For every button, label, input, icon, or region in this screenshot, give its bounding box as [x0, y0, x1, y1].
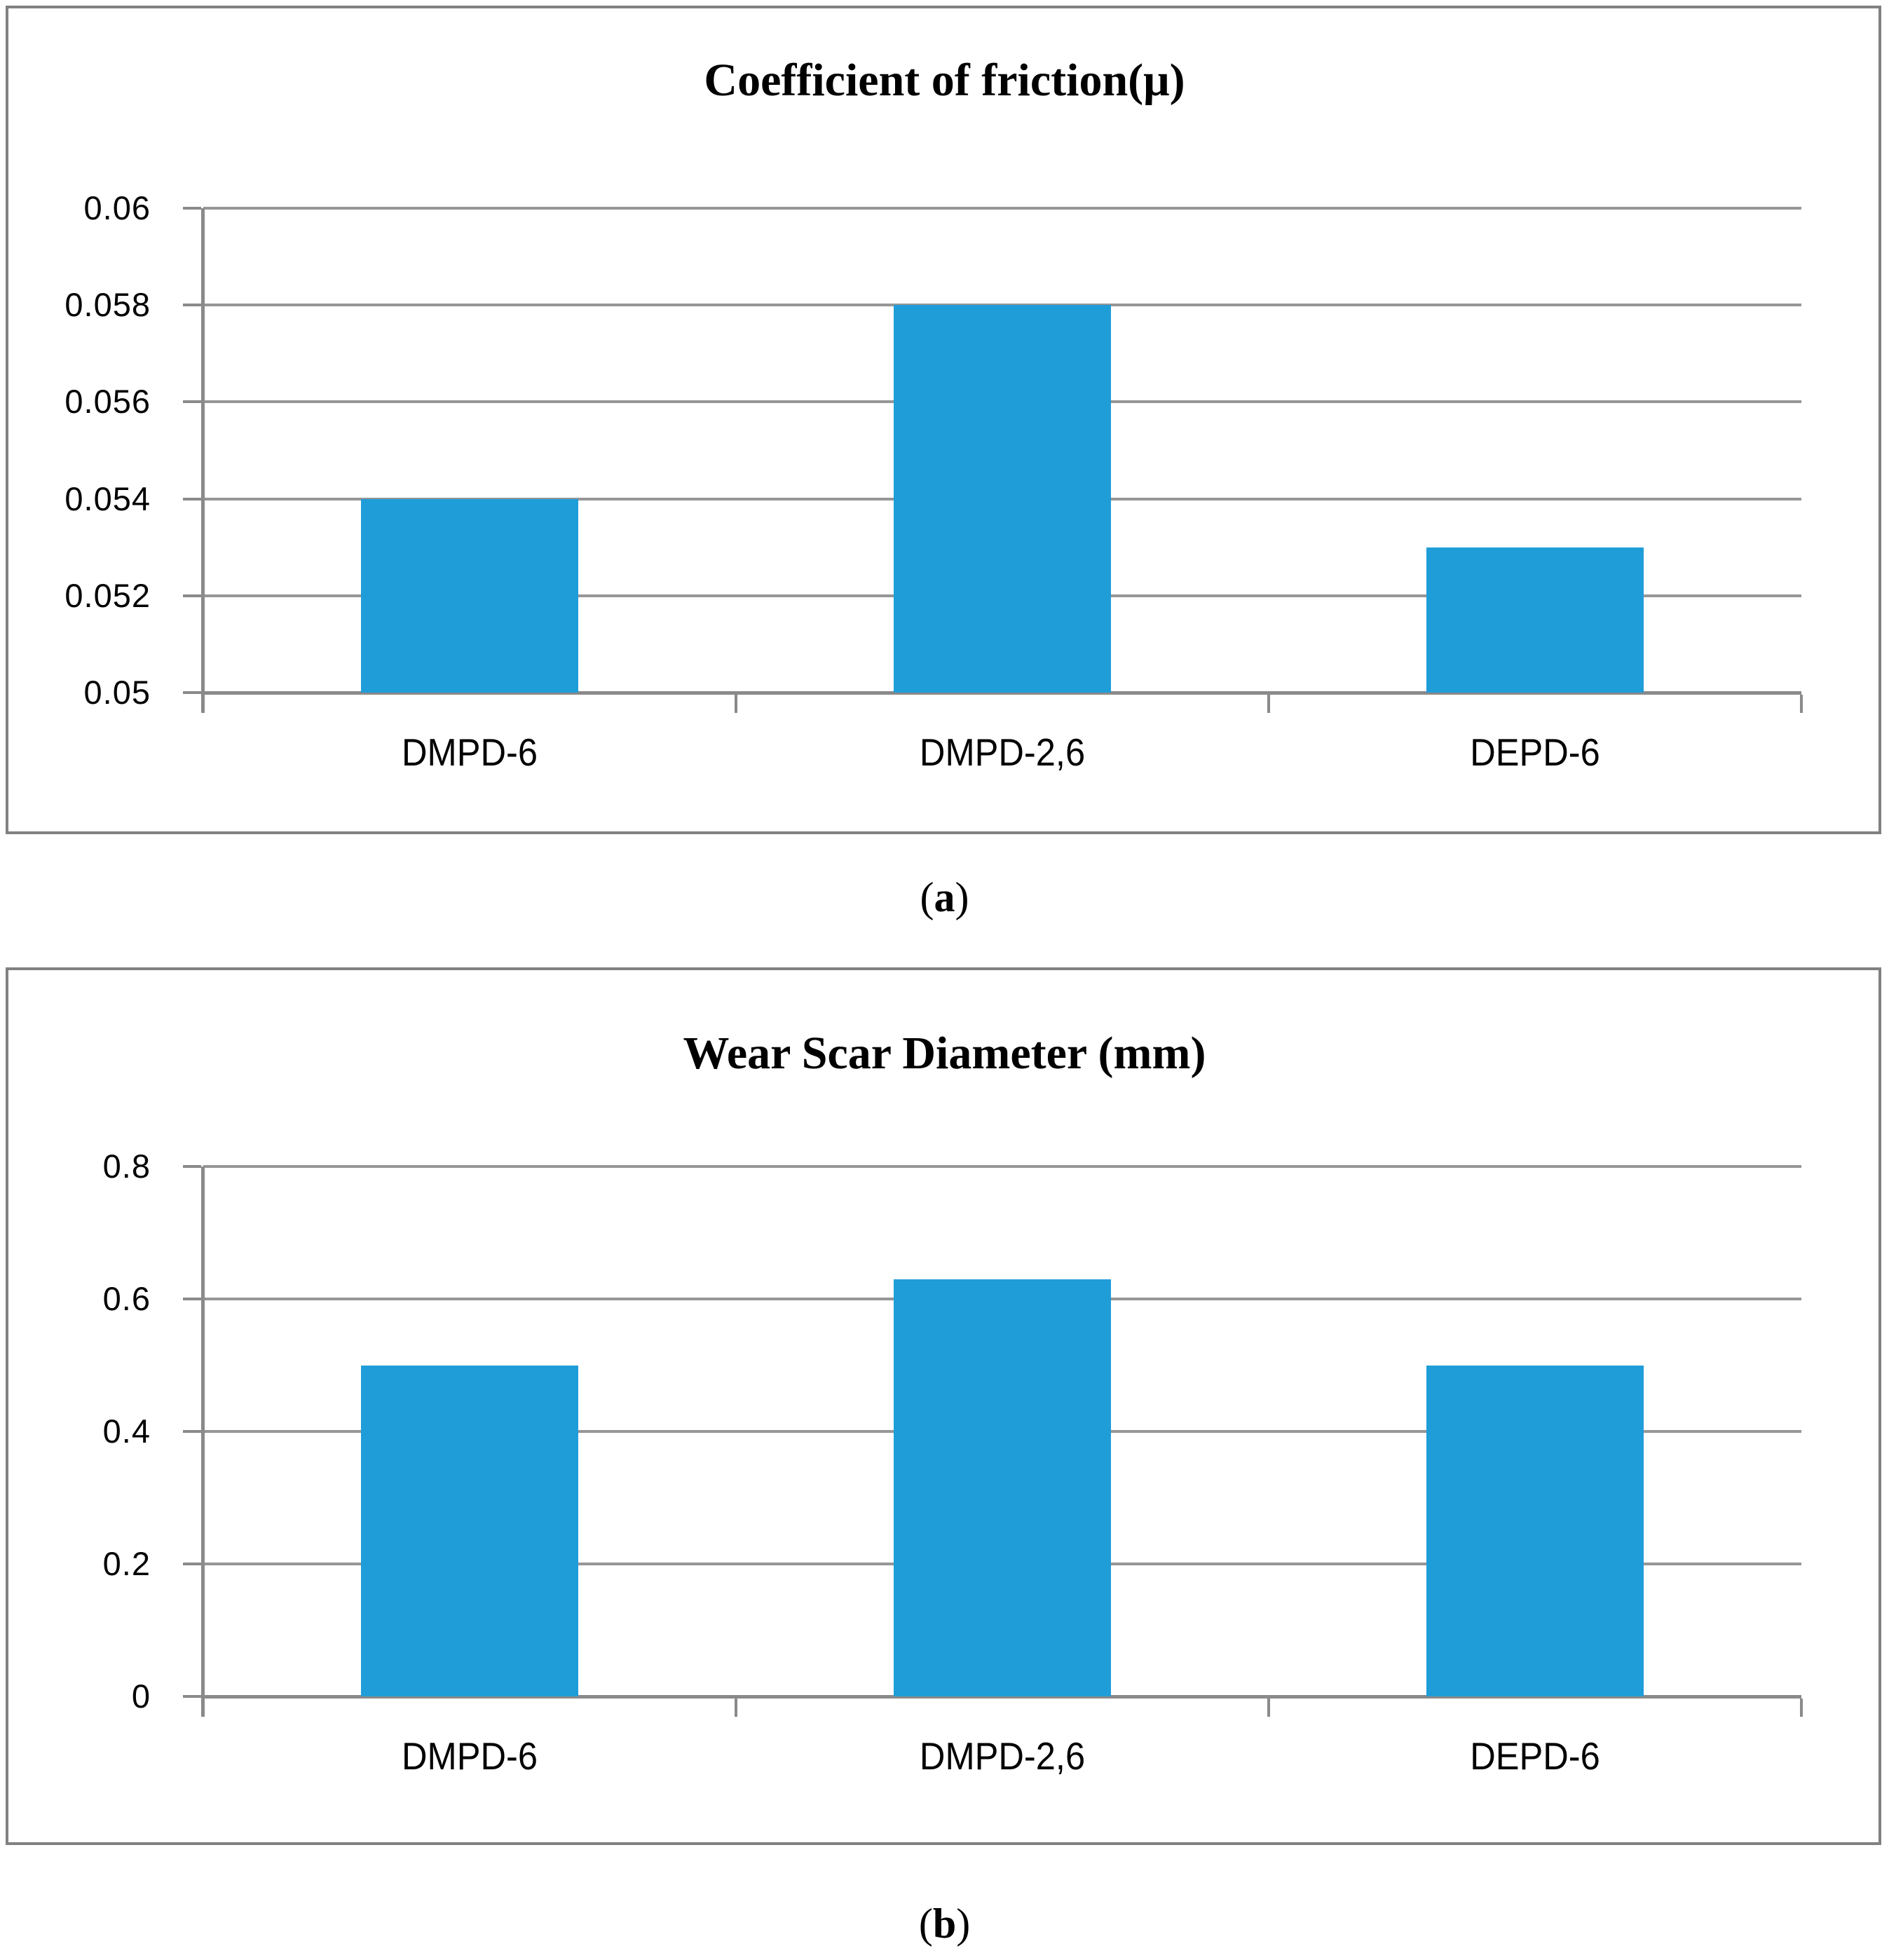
- y-tick-label-0: 0: [131, 1677, 151, 1715]
- y-axis-line: [201, 1166, 205, 1717]
- bar-DEPD-6: [1426, 1365, 1644, 1696]
- x-tick-label-DEPD-6: DEPD-6: [1470, 730, 1600, 774]
- x-axis-tick-3: [1800, 695, 1803, 713]
- gridline-0.06: [203, 207, 1801, 210]
- x-tick-label-DEPD-6: DEPD-6: [1470, 1734, 1600, 1778]
- x-axis-tick-3: [1800, 1699, 1803, 1717]
- y-tick-label-0.05: 0.05: [83, 674, 151, 711]
- bar-DMPD-2,6: [894, 1279, 1111, 1696]
- y-tick-label-0.054: 0.054: [64, 479, 151, 517]
- gridline-0.8: [203, 1165, 1801, 1168]
- bar-DMPD-6: [361, 1365, 578, 1696]
- y-axis-tick-0.054: [183, 497, 201, 501]
- chart-b-title: Wear Scar Diameter (mm): [683, 1028, 1206, 1079]
- x-axis-line: [201, 691, 1801, 695]
- x-tick-label-DMPD-6: DMPD-6: [402, 1734, 538, 1778]
- y-tick-label-0.4: 0.4: [102, 1413, 151, 1450]
- y-axis-tick-0.056: [183, 400, 201, 404]
- y-axis-tick-0.2: [183, 1563, 201, 1565]
- x-axis-line: [201, 1695, 1801, 1699]
- y-axis-tick-0.05: [183, 691, 201, 694]
- x-axis-tick-2: [1267, 695, 1270, 713]
- y-tick-label-0.6: 0.6: [102, 1280, 151, 1317]
- y-tick-label-0.056: 0.056: [64, 383, 151, 421]
- caption-b-letter: b: [932, 1900, 957, 1947]
- y-tick-label-0.052: 0.052: [64, 576, 151, 614]
- y-axis-tick-0.052: [183, 594, 201, 597]
- x-axis-tick-2: [1267, 1699, 1270, 1717]
- chart-b-plot: 0.8 0.6 0.4 0.2 0 DMPD-6 DMPD-2,6 DEPD-6: [103, 1150, 1803, 1776]
- bar-DMPD-6: [361, 498, 578, 693]
- x-tick-label-DMPD-2,6: DMPD-2,6: [919, 1734, 1086, 1778]
- chart-a-plot: 0.06 0.058 0.056 0.054 0.052 0.05 DMPD-6 DMPD-2…: [64, 191, 1803, 772]
- y-axis-tick-0.06: [183, 207, 201, 210]
- x-tick-label-DMPD-2,6: DMPD-2,6: [919, 730, 1086, 774]
- x-axis-tick-1: [735, 1699, 737, 1717]
- y-axis-tick-0.4: [183, 1430, 201, 1433]
- y-axis-tick-0.6: [183, 1298, 201, 1300]
- y-axis-line: [201, 208, 205, 713]
- y-tick-label-0.06: 0.06: [83, 189, 151, 226]
- x-tick-label-DMPD-6: DMPD-6: [402, 730, 538, 774]
- y-tick-label-0.2: 0.2: [102, 1545, 151, 1582]
- y-tick-label-0.058: 0.058: [64, 286, 151, 324]
- caption-a: (a): [920, 874, 969, 920]
- y-axis-tick-0.8: [183, 1165, 201, 1168]
- bar-DEPD-6: [1426, 547, 1644, 693]
- y-tick-label-0.8: 0.8: [102, 1148, 151, 1185]
- chart-a-title: Coefficient of friction(μ): [704, 55, 1185, 106]
- caption-a-letter: a: [934, 874, 955, 920]
- bar-DMPD-2,6: [894, 305, 1111, 693]
- y-axis-tick-0.058: [183, 304, 201, 307]
- caption-b: (b): [918, 1900, 971, 1947]
- y-axis-tick-0: [183, 1695, 201, 1698]
- x-axis-tick-1: [735, 695, 737, 713]
